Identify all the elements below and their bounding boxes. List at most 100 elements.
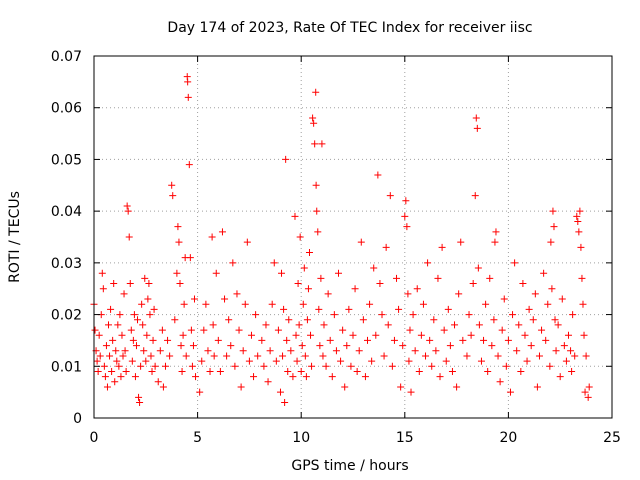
data-point	[164, 336, 172, 344]
data-point	[312, 88, 320, 96]
data-point	[227, 342, 235, 350]
data-point	[192, 373, 200, 381]
data-point	[126, 280, 134, 288]
data-point	[214, 336, 222, 344]
data-point	[309, 114, 317, 122]
data-point	[349, 331, 357, 339]
data-point	[176, 280, 184, 288]
data-point	[477, 357, 485, 365]
data-point	[529, 316, 537, 324]
data-point	[301, 352, 309, 360]
data-point	[96, 352, 104, 360]
data-point	[486, 274, 494, 282]
y-axis-label: ROTI / TECUs	[7, 191, 23, 283]
data-point	[118, 331, 126, 339]
data-point	[124, 207, 132, 215]
data-point	[100, 362, 108, 370]
data-point	[154, 378, 162, 386]
data-point	[502, 362, 510, 370]
data-point	[393, 274, 401, 282]
data-point	[132, 342, 140, 350]
data-point	[296, 233, 304, 241]
data-point	[573, 212, 581, 220]
data-point	[320, 321, 328, 329]
data-point	[372, 331, 380, 339]
data-point	[552, 347, 560, 355]
data-point	[299, 300, 307, 308]
data-point	[556, 373, 564, 381]
data-point	[317, 274, 325, 282]
data-point	[298, 342, 306, 350]
data-point	[576, 207, 584, 215]
data-point	[567, 347, 575, 355]
data-point	[430, 316, 438, 324]
data-point	[293, 357, 301, 365]
data-point	[554, 321, 562, 329]
data-point	[308, 362, 316, 370]
data-point	[111, 378, 119, 386]
data-point	[345, 305, 353, 313]
data-point	[95, 331, 103, 339]
data-point	[419, 300, 427, 308]
data-point	[380, 352, 388, 360]
data-point	[459, 336, 467, 344]
data-point	[142, 357, 150, 365]
data-point	[448, 367, 456, 375]
data-point	[292, 331, 300, 339]
data-point	[519, 280, 527, 288]
data-point	[178, 367, 186, 375]
data-point	[571, 352, 579, 360]
data-point	[130, 311, 138, 319]
x-tick-label: 15	[396, 430, 414, 446]
data-point	[93, 357, 101, 365]
data-point	[390, 336, 398, 344]
data-point	[498, 326, 506, 334]
data-point	[491, 238, 499, 246]
data-point	[264, 378, 272, 386]
data-point	[399, 342, 407, 350]
data-point	[268, 300, 276, 308]
data-point	[351, 285, 359, 293]
data-point	[403, 223, 411, 231]
data-point	[550, 223, 558, 231]
y-tick-label: 0.04	[51, 204, 82, 220]
data-point	[134, 316, 142, 324]
data-point	[318, 140, 326, 148]
data-point	[148, 367, 156, 375]
data-point	[332, 347, 340, 355]
y-tick-label: 0.05	[51, 152, 82, 168]
data-point	[413, 285, 421, 293]
data-point	[527, 342, 535, 350]
data-point	[511, 259, 519, 267]
data-point	[564, 331, 572, 339]
data-point	[189, 342, 197, 350]
data-point	[558, 295, 566, 303]
data-point	[366, 300, 374, 308]
data-point	[548, 285, 556, 293]
data-point	[422, 352, 430, 360]
data-point	[258, 336, 266, 344]
data-point	[174, 223, 182, 231]
data-point	[584, 393, 592, 401]
data-point	[504, 336, 512, 344]
data-point	[150, 305, 158, 313]
data-point	[324, 290, 332, 298]
data-point	[494, 352, 502, 360]
data-point	[129, 336, 137, 344]
data-point	[175, 238, 183, 246]
data-point	[225, 316, 233, 324]
data-point	[330, 311, 338, 319]
data-point	[141, 274, 149, 282]
data-point	[315, 305, 323, 313]
data-point	[127, 326, 135, 334]
data-point	[122, 367, 130, 375]
data-point	[585, 383, 593, 391]
data-point	[190, 295, 198, 303]
data-point	[409, 311, 417, 319]
data-point	[326, 336, 334, 344]
data-point	[488, 342, 496, 350]
data-point	[229, 259, 237, 267]
data-point	[580, 331, 588, 339]
x-tick-label: 10	[292, 430, 310, 446]
data-point	[359, 316, 367, 324]
